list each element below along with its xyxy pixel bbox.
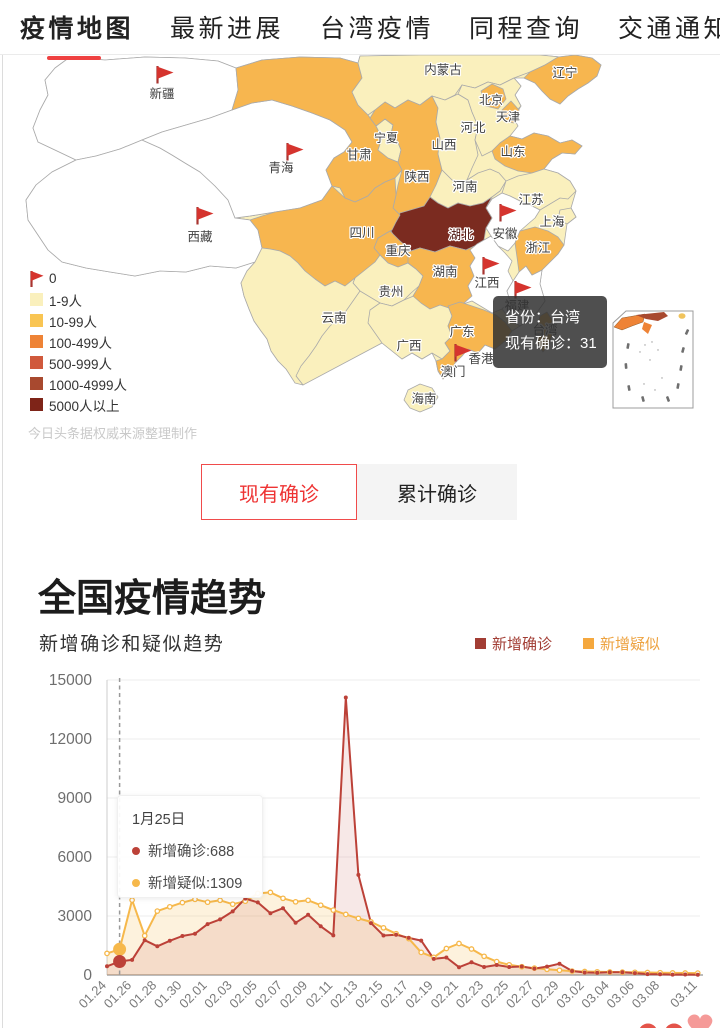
svg-text:陕西: 陕西 — [404, 169, 429, 184]
svg-text:江西: 江西 — [474, 276, 499, 290]
svg-text:01.30: 01.30 — [151, 978, 185, 1012]
svg-text:02.09: 02.09 — [277, 978, 311, 1012]
svg-text:02.15: 02.15 — [352, 978, 386, 1012]
svg-text:山东: 山东 — [500, 145, 525, 159]
svg-text:澳门: 澳门 — [440, 364, 465, 379]
svg-text:海南: 海南 — [411, 391, 436, 406]
svg-text:02.27: 02.27 — [503, 978, 537, 1012]
svg-text:01.26: 01.26 — [101, 978, 135, 1012]
svg-text:北京: 北京 — [479, 93, 503, 107]
svg-text:甘肃: 甘肃 — [346, 148, 371, 162]
svg-text:03.04: 03.04 — [578, 978, 612, 1012]
svg-text:辽宁: 辽宁 — [552, 65, 577, 80]
svg-text:内蒙古: 内蒙古 — [424, 62, 462, 77]
svg-text:上海: 上海 — [539, 214, 565, 229]
svg-text:02.29: 02.29 — [528, 978, 562, 1012]
svg-text:12000: 12000 — [49, 731, 92, 748]
svg-text:安徽: 安徽 — [492, 226, 518, 241]
svg-text:6000: 6000 — [58, 849, 93, 866]
svg-text:湖北: 湖北 — [448, 227, 474, 242]
svg-text:宁夏: 宁夏 — [374, 130, 398, 145]
svg-text:02.19: 02.19 — [402, 978, 436, 1012]
svg-text:湖南: 湖南 — [432, 264, 457, 279]
svg-text:02.21: 02.21 — [428, 978, 462, 1012]
svg-text:四川: 四川 — [349, 226, 374, 240]
svg-text:河北: 河北 — [460, 121, 486, 135]
svg-text:02.05: 02.05 — [226, 978, 260, 1012]
svg-text:河南: 河南 — [452, 179, 477, 194]
svg-text:浙江: 浙江 — [525, 240, 550, 255]
svg-text:03.06: 03.06 — [603, 978, 637, 1012]
svg-text:新疆: 新疆 — [149, 86, 174, 101]
svg-text:广东: 广东 — [449, 325, 474, 339]
svg-text:03.08: 03.08 — [629, 978, 663, 1012]
svg-text:云南: 云南 — [321, 310, 346, 325]
svg-text:02.23: 02.23 — [453, 978, 487, 1012]
svg-text:15000: 15000 — [49, 672, 92, 689]
svg-text:江苏: 江苏 — [518, 192, 543, 207]
svg-text:广西: 广西 — [396, 339, 421, 353]
svg-text:3000: 3000 — [58, 908, 93, 925]
svg-text:02.03: 02.03 — [201, 978, 235, 1012]
svg-text:天津: 天津 — [496, 110, 520, 124]
svg-text:香港: 香港 — [468, 352, 494, 366]
svg-text:山西: 山西 — [431, 138, 456, 152]
svg-text:重庆: 重庆 — [385, 243, 411, 258]
svg-text:03.11: 03.11 — [667, 978, 700, 1011]
svg-text:02.17: 02.17 — [377, 978, 411, 1012]
svg-text:02.07: 02.07 — [252, 978, 286, 1012]
svg-text:02.11: 02.11 — [302, 978, 335, 1011]
svg-text:02.13: 02.13 — [327, 978, 361, 1012]
svg-text:青海: 青海 — [268, 160, 294, 175]
svg-text:0: 0 — [83, 967, 92, 984]
svg-text:02.01: 02.01 — [176, 978, 210, 1012]
svg-text:01.24: 01.24 — [76, 978, 110, 1012]
svg-text:贵州: 贵州 — [378, 285, 403, 299]
svg-text:9000: 9000 — [58, 790, 93, 807]
svg-text:03.02: 03.02 — [553, 978, 587, 1012]
svg-text:01.28: 01.28 — [126, 978, 160, 1012]
svg-text:02.25: 02.25 — [478, 978, 512, 1012]
svg-text:西藏: 西藏 — [187, 230, 213, 244]
